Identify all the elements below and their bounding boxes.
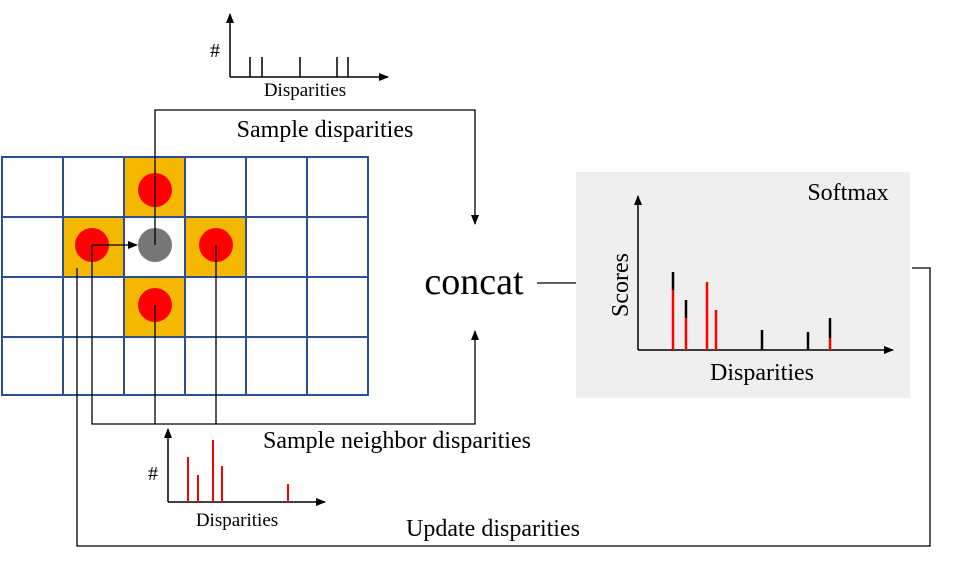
axis-label: Disparities [710, 360, 814, 386]
top-histogram [226, 13, 389, 81]
softmax-panel [576, 172, 910, 398]
connectors [76, 109, 931, 547]
axis-label: Scores [608, 253, 634, 317]
label: Sample disparities [237, 117, 414, 143]
label: Sample neighbor disparities [263, 428, 531, 454]
label: Update disparities [406, 516, 580, 542]
label: concat [424, 261, 524, 303]
neighbor-histogram [164, 428, 326, 506]
axis-label: # [210, 40, 220, 62]
panel-title: Softmax [807, 180, 888, 206]
axis-label: Disparities [264, 80, 346, 101]
grid [1, 156, 369, 396]
axis-label: # [148, 463, 158, 485]
axis-label: Disparities [196, 510, 278, 531]
